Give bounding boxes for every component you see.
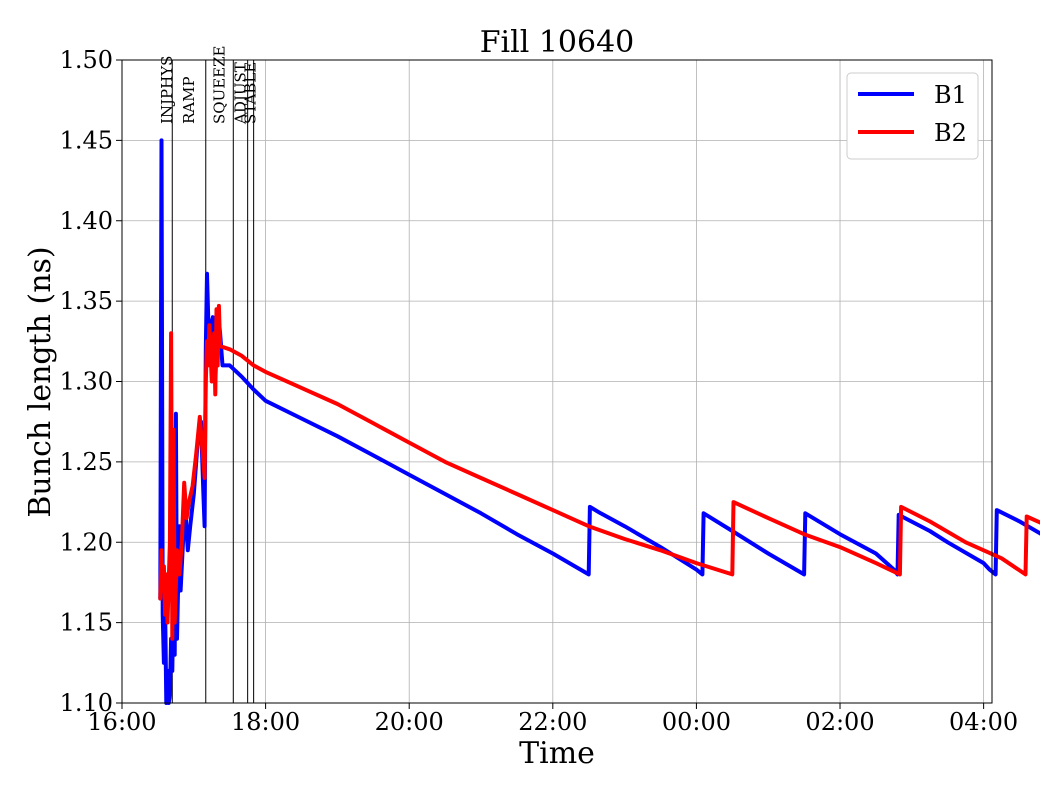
x-axis-label: Time	[519, 736, 595, 771]
y-axis-ticks: 1.10 1.15 1.20 1.25 1.30 1.35 1.40 1.45 1.50	[60, 46, 122, 717]
series-lines	[158, 138, 1040, 705]
x-tick-label: 18:00	[231, 708, 300, 736]
y-tick-label: 1.30	[60, 368, 113, 396]
x-axis-ticks: 16:00 18:00 20:00 22:00 00:00 02:00 04:00	[87, 703, 1018, 736]
phase-label-squeeze: SQUEEZE	[211, 46, 229, 125]
y-tick-label: 1.20	[60, 528, 113, 556]
x-tick-label: 04:00	[949, 708, 1018, 736]
legend-label-b2: B2	[934, 119, 967, 147]
y-tick-label: 1.45	[60, 126, 113, 154]
series-line-b2	[158, 303, 1040, 641]
phase-label-stable: STABLE	[242, 62, 260, 124]
phase-label-ramp: RAMP	[180, 76, 198, 124]
y-tick-label: 1.10	[60, 689, 113, 717]
x-tick-label: 22:00	[518, 708, 587, 736]
y-tick-label: 1.15	[60, 609, 113, 637]
x-tick-label: 00:00	[662, 708, 731, 736]
chart-title: Fill 10640	[480, 25, 635, 60]
y-tick-label: 1.40	[60, 207, 113, 235]
legend-label-b1: B1	[934, 81, 967, 109]
y-axis-label: Bunch length (ns)	[23, 246, 58, 517]
y-tick-label: 1.35	[60, 287, 113, 315]
y-tick-label: 1.25	[60, 448, 113, 476]
phase-label-adjust: ADJUST	[231, 62, 249, 125]
x-tick-label: 20:00	[375, 708, 444, 736]
x-tick-label: 16:00	[87, 708, 156, 736]
x-tick-label: 02:00	[805, 708, 874, 736]
y-tick-label: 1.50	[60, 46, 113, 74]
phase-label-injphys: INJPHYS	[158, 56, 176, 124]
